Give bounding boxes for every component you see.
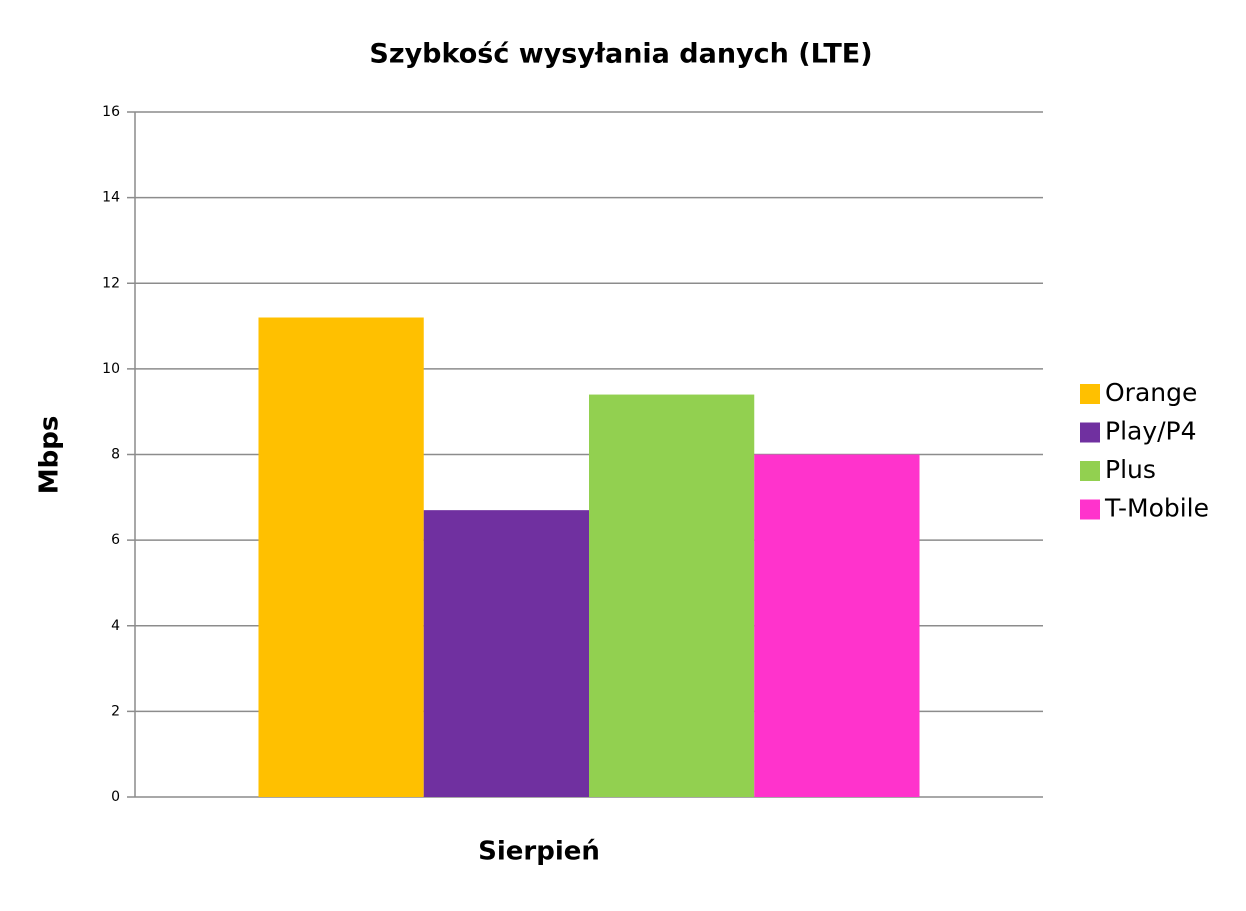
y-tick-label: 2 (111, 703, 120, 719)
bar (754, 454, 920, 797)
x-tick-label: Sierpień (478, 837, 600, 867)
y-tick-label: 6 (111, 532, 120, 548)
y-tick-label: 8 (111, 447, 120, 463)
legend-label: T-Mobile (1104, 494, 1209, 523)
legend-swatch (1080, 422, 1100, 443)
legend-label: Orange (1105, 378, 1197, 407)
y-axis-label: Mbps (35, 416, 65, 495)
legend-swatch (1080, 461, 1100, 481)
chart-title: Szybkość wysyłania danych (LTE) (369, 39, 872, 70)
bar (423, 510, 589, 797)
y-tick-label: 16 (102, 104, 120, 120)
y-tick-label: 12 (102, 275, 120, 291)
y-tick-label: 4 (111, 618, 120, 634)
legend-swatch (1080, 499, 1100, 520)
y-tick-label: 10 (102, 361, 120, 377)
y-tick-label: 14 (102, 190, 120, 206)
y-tick-label: 0 (111, 789, 120, 805)
bar (589, 394, 755, 797)
legend-label: Plus (1105, 455, 1156, 484)
legend-label: Play/P4 (1105, 417, 1197, 446)
legend-swatch (1080, 384, 1100, 404)
bar (258, 317, 424, 797)
